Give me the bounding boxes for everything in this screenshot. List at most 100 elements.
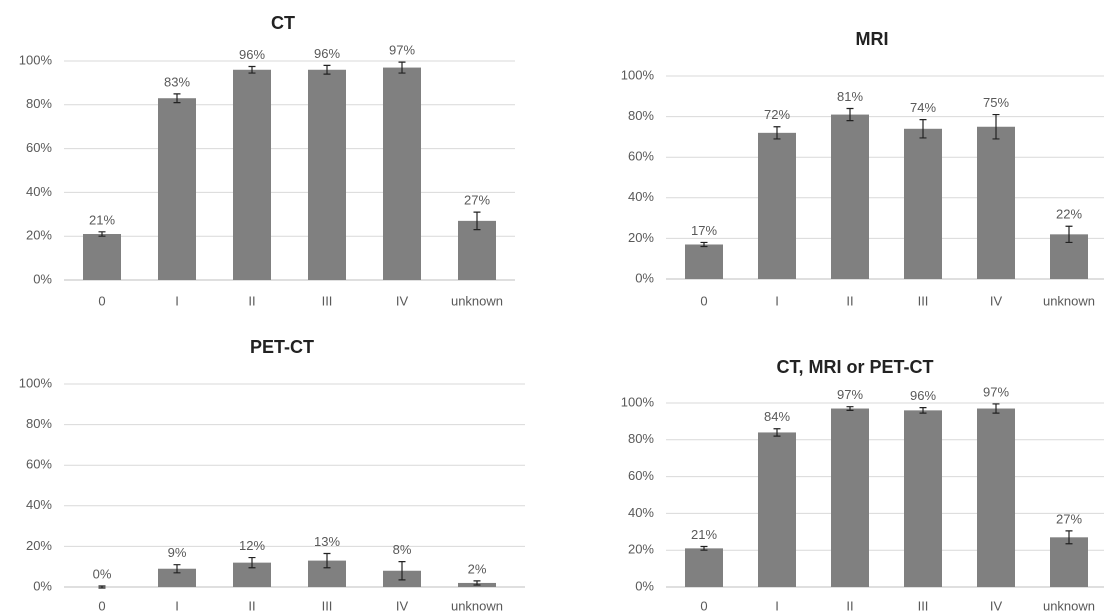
error-bar [992,403,1000,414]
error-bar [773,428,781,437]
chart-title: PET-CT [250,337,314,357]
y-tick-label: 100% [621,67,655,82]
y-tick-label: 80% [628,431,654,446]
bar [904,128,942,279]
x-tick-label: III [918,293,929,308]
x-tick-label: 0 [700,293,707,308]
x-tick-label: 0 [98,293,105,308]
value-label: 0% [93,566,112,581]
error-bar [846,107,854,122]
error-bar [173,564,181,574]
value-label: 81% [837,89,863,104]
value-label: 8% [393,542,412,557]
value-label: 9% [168,545,187,560]
error-bar [248,65,256,74]
value-label: 97% [983,384,1009,399]
y-tick-label: 20% [26,228,52,243]
y-tick-label: 80% [628,108,654,123]
y-tick-label: 20% [26,538,52,553]
bar [977,126,1015,279]
x-tick-label: II [846,598,853,613]
bar [904,410,942,587]
value-label: 27% [1056,511,1082,526]
y-tick-label: 80% [26,96,52,111]
error-bar [1065,530,1073,545]
error-bar [473,211,481,231]
x-tick-label: IV [990,598,1003,613]
y-tick-label: 0% [635,578,654,593]
y-tick-label: 40% [628,189,654,204]
value-label: 21% [89,212,115,227]
x-tick-label: III [322,293,333,308]
y-tick-label: 100% [19,375,53,390]
x-tick-label: II [248,598,255,613]
bar [458,220,496,280]
error-bar [700,241,708,248]
error-bar [398,561,406,581]
value-label: 12% [239,538,265,553]
y-tick-label: 0% [33,271,52,286]
x-tick-label: 0 [700,598,707,613]
bar [758,432,796,587]
y-tick-label: 100% [19,52,53,67]
value-label: 17% [691,223,717,238]
x-tick-label: unknown [451,293,503,308]
x-tick-label: unknown [1043,598,1095,613]
value-label: 96% [910,388,936,403]
x-tick-label: I [175,293,179,308]
y-tick-label: 40% [628,505,654,520]
value-label: 96% [314,46,340,61]
error-bar [323,552,331,569]
value-label: 83% [164,74,190,89]
x-tick-label: III [918,598,929,613]
bar [158,98,196,280]
bar [685,244,723,279]
error-bar [773,126,781,140]
error-bar [700,545,708,551]
y-tick-label: 60% [26,457,52,472]
chart-title: MRI [856,29,889,49]
x-tick-label: III [322,598,333,613]
bar [383,67,421,280]
value-label: 84% [764,409,790,424]
y-tick-label: 0% [635,270,654,285]
y-tick-label: 80% [26,416,52,431]
error-bar [323,64,331,75]
error-bar [1065,225,1073,244]
bar [83,234,121,280]
y-tick-label: 60% [628,468,654,483]
error-bar [846,406,854,411]
bar [233,69,271,280]
value-label: 22% [1056,207,1082,222]
x-tick-label: I [775,293,779,308]
value-label: 75% [983,95,1009,110]
x-tick-label: 0 [98,598,105,613]
chart-title: CT [271,13,295,33]
value-label: 72% [764,107,790,122]
bar [308,69,346,280]
x-tick-label: unknown [451,598,503,613]
error-bar [173,93,181,104]
bar [831,408,869,587]
y-tick-label: 0% [33,578,52,593]
y-tick-label: 100% [621,394,655,409]
bar [158,568,196,587]
chart-title: CT, MRI or PET-CT [777,357,934,377]
x-tick-label: unknown [1043,293,1095,308]
y-tick-label: 40% [26,184,52,199]
error-bar [473,580,481,586]
error-bar [248,556,256,569]
error-bar [992,113,1000,140]
error-bar [919,407,927,414]
x-tick-label: IV [990,293,1003,308]
bar [685,548,723,587]
x-tick-label: IV [396,598,409,613]
bar [831,114,869,279]
error-bar [398,61,406,74]
value-label: 97% [389,43,415,58]
value-label: 13% [314,534,340,549]
error-bar [98,585,106,589]
y-tick-label: 60% [628,149,654,164]
y-tick-label: 20% [628,542,654,557]
x-tick-label: II [248,293,255,308]
